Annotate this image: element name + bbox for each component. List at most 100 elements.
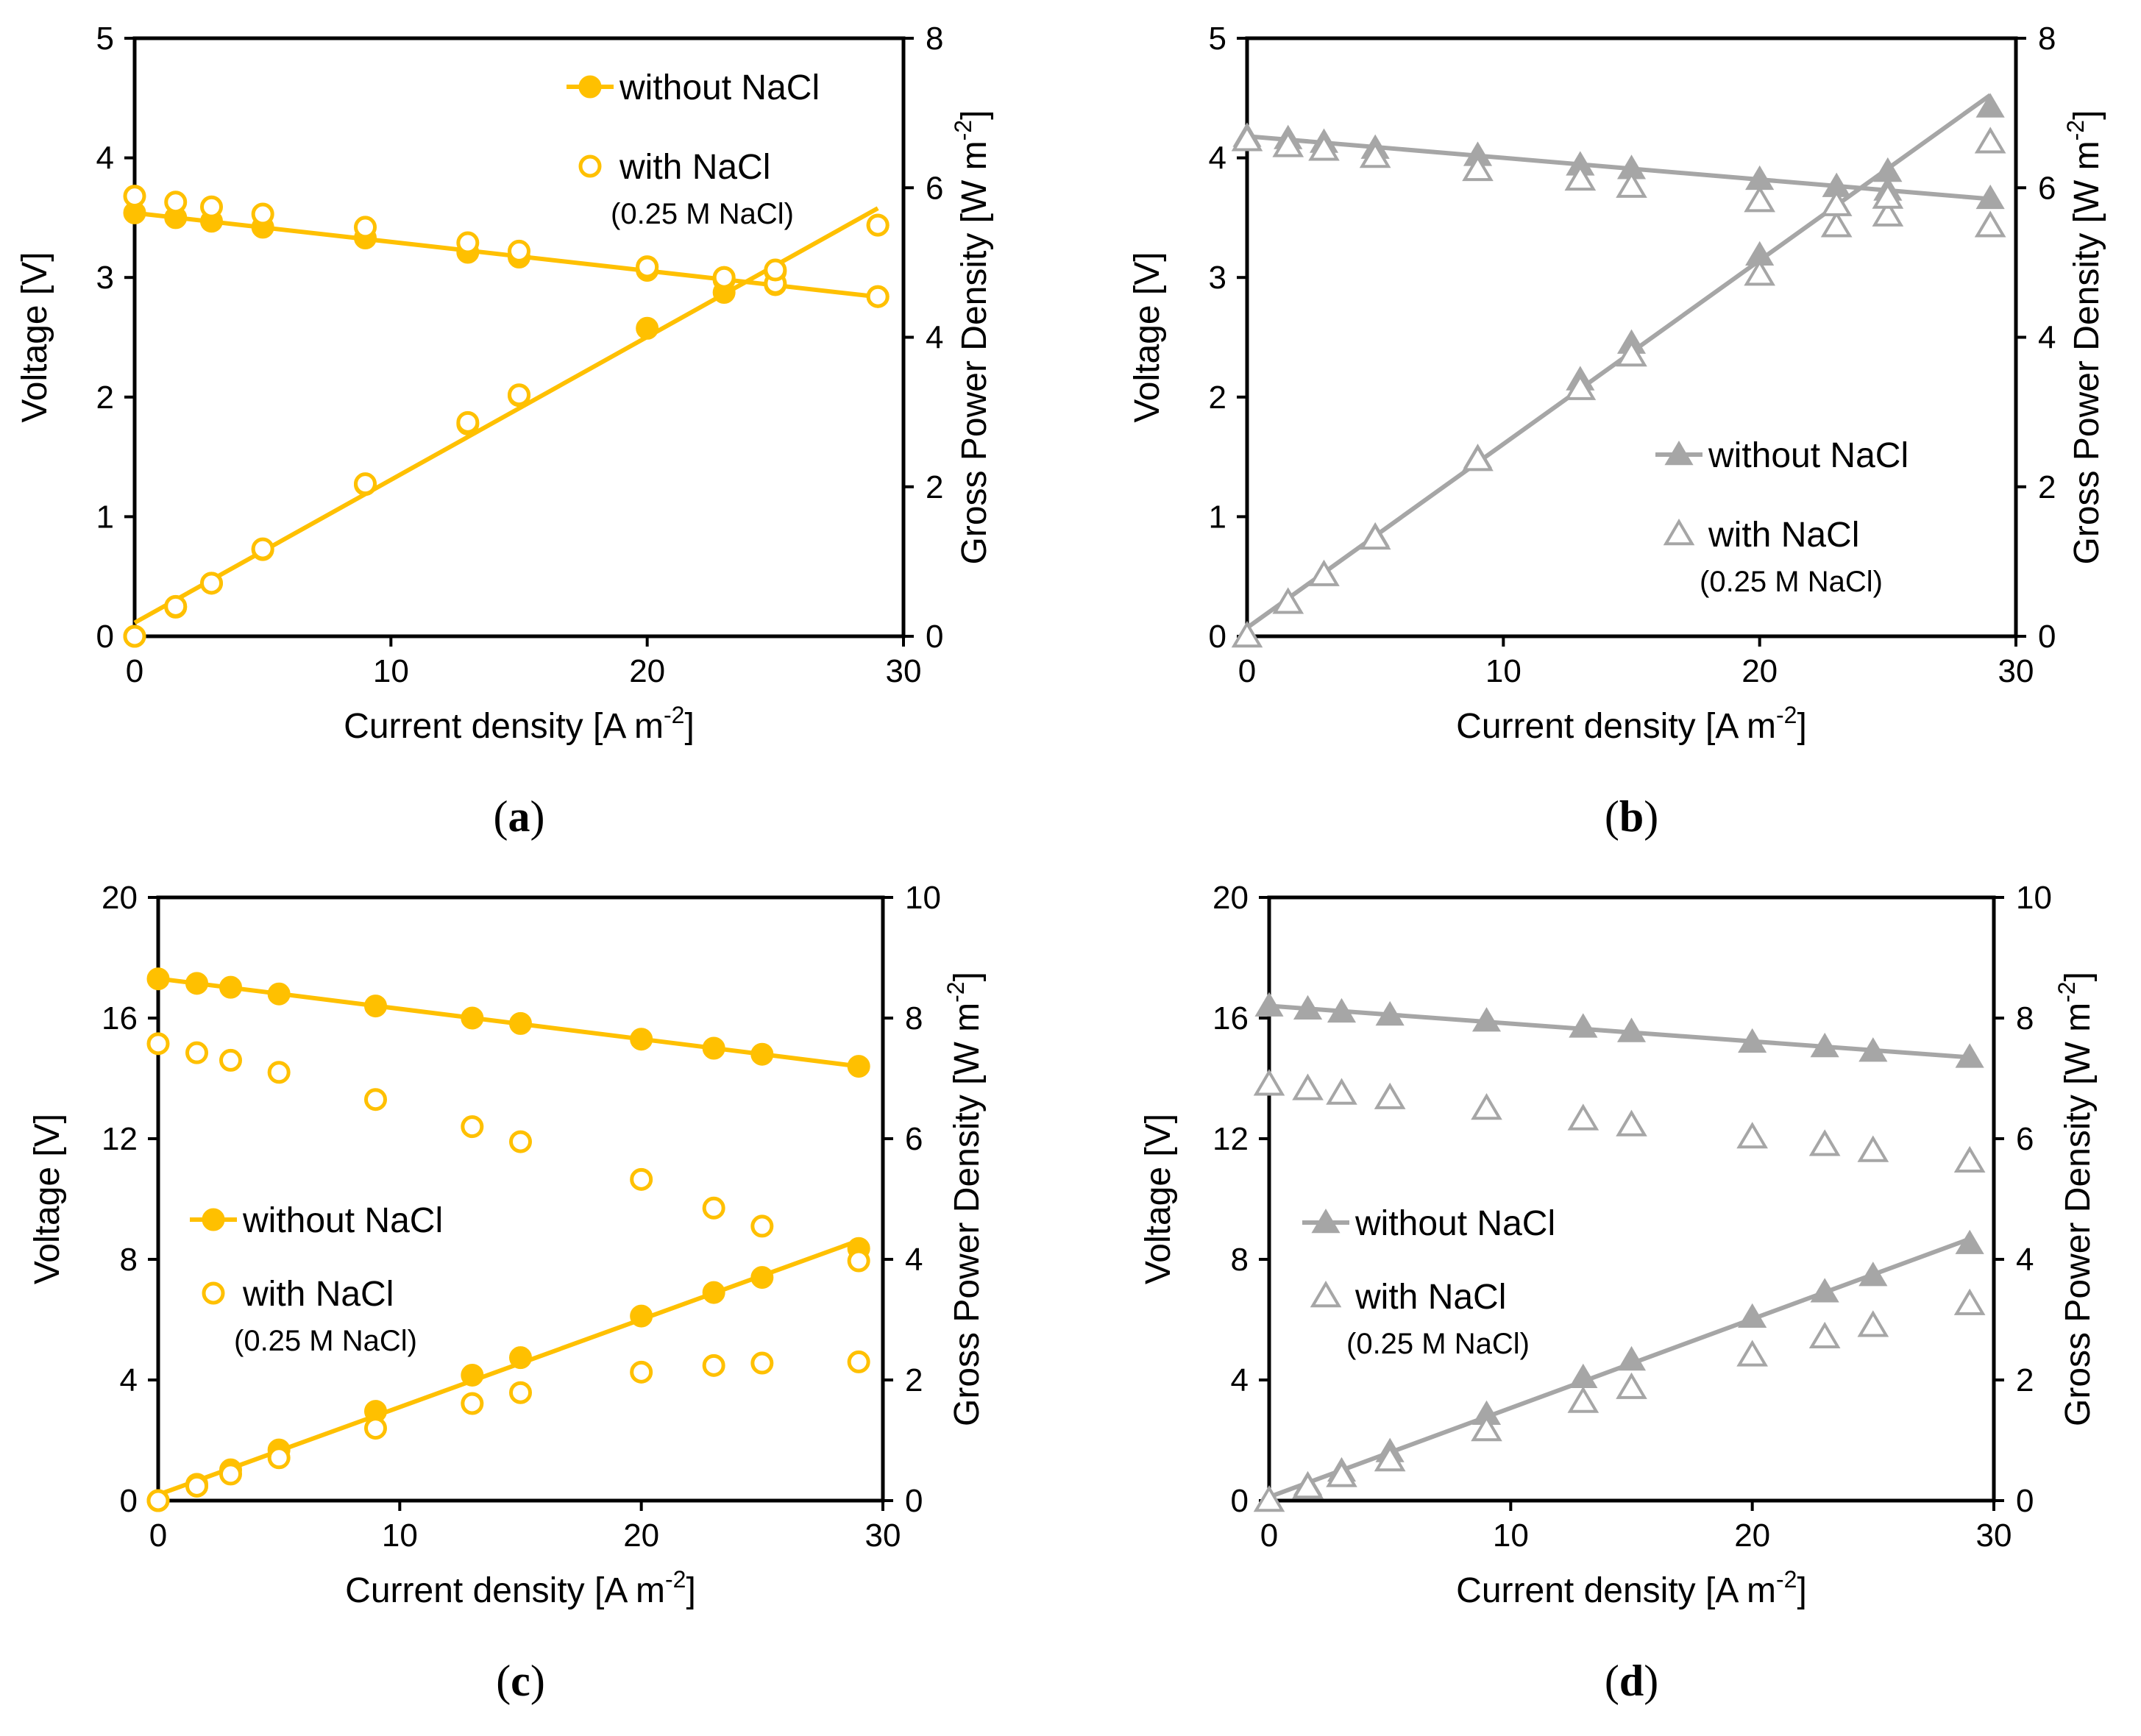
data-point [866,213,890,237]
y2-tick-label: 6 [2016,1121,2034,1157]
data-point [702,1353,725,1377]
data-point [1616,1345,1647,1371]
data-point [712,266,736,289]
data-point [508,239,530,263]
data-point [1308,559,1340,586]
x-axis-title: Current density [A m-2] [1456,1566,1807,1610]
data-point [1567,1103,1599,1131]
data-point [702,1196,725,1220]
y-tick-label: 1 [96,499,114,535]
data-point [1254,992,1284,1017]
y2-tick-label: 6 [2038,170,2056,206]
y-tick-label: 20 [102,880,138,916]
trend-line [1246,134,1991,202]
data-point [1975,93,2005,118]
data-point [1736,1122,1769,1149]
data-point [1872,199,1904,227]
y-tick-label: 1 [1209,499,1226,535]
data-point [364,995,387,1018]
y-axis-title: Voltage [V] [28,1114,67,1284]
y-tick-label: 0 [96,619,114,655]
y2-axis-title: Gross Power Density [W m-2] [950,110,994,565]
legend-marker-hollow [1310,1281,1342,1308]
y2-tick-label: 4 [926,320,943,356]
data-point [1975,184,2005,210]
y-tick-label: 4 [120,1362,138,1398]
series-without-nacl-right [1254,1229,1984,1512]
plot-frame [132,36,906,638]
legend-entry-label: with NaCl [1354,1278,1506,1317]
data-point [1616,1017,1647,1042]
data-point [509,1346,532,1370]
data-point [200,572,223,595]
series-with-nacl-right [123,213,890,648]
data-point [702,1036,725,1060]
y2-tick-label: 2 [2038,469,2056,505]
series-without-nacl-left [1254,992,1984,1068]
data-point [456,231,480,255]
y2-tick-label: 8 [2016,1000,2034,1036]
y-tick-label: 2 [1209,380,1226,416]
data-point [267,1446,291,1470]
y-axis-title: Voltage [V] [1139,1114,1178,1284]
data-point [509,1011,532,1035]
legend-entry-label: without NaCl [1708,436,1909,475]
y2-tick-label: 8 [905,1000,923,1036]
data-point [1253,1485,1285,1512]
y2-axis-title: Gross Power Density [W m-2] [2062,110,2106,565]
data-point [1569,1013,1598,1038]
y-tick-label: 16 [102,1000,138,1036]
data-point [1616,171,1647,198]
data-point [1272,587,1304,614]
legend-entry-label: without NaCl [242,1201,443,1240]
data-point [251,537,274,561]
data-point [354,216,377,239]
data-point [219,1462,242,1486]
data-point [1231,621,1263,648]
data-point [1375,1000,1405,1026]
y-tick-label: 8 [120,1242,138,1278]
data-point [364,1088,387,1111]
data-point [1953,1288,1986,1315]
x-tick-label: 30 [1998,653,2034,689]
x-tick-label: 10 [382,1518,418,1554]
data-point [1955,1229,1984,1254]
data-point [847,1249,870,1273]
legend-note: (0.25 M NaCl) [611,198,794,230]
data-point [1858,1262,1888,1287]
data-point [146,967,170,991]
data-point [702,1281,725,1304]
data-point [1293,995,1323,1020]
data-point [1738,1028,1767,1053]
y2-tick-label: 6 [905,1121,923,1157]
y-tick-label: 20 [1212,880,1249,916]
y-tick-label: 12 [1212,1121,1249,1157]
x-tick-label: 30 [886,653,922,689]
data-point [1820,210,1853,238]
data-point [1564,163,1597,191]
data-point [1231,124,1263,152]
y-tick-label: 0 [1209,619,1226,655]
y2-tick-label: 10 [905,880,941,916]
legend-note: (0.25 M NaCl) [234,1325,417,1357]
data-point [630,1028,653,1051]
data-point [1872,182,1904,209]
y-tick-label: 2 [96,380,114,416]
data-point [1858,1037,1888,1062]
data-point [251,202,274,226]
legend: without NaCl with NaCl (0.25 M NaCl) [567,68,820,230]
data-point [1808,1321,1841,1348]
data-point [123,185,146,208]
trend-line [1268,1003,1970,1060]
y2-tick-label: 4 [905,1242,923,1278]
data-point [1857,1310,1889,1337]
data-point [1292,1073,1324,1100]
x-tick-label: 30 [1976,1518,2012,1554]
data-point [750,1351,774,1375]
data-point [1744,185,1775,213]
y2-tick-label: 2 [2016,1362,2034,1398]
